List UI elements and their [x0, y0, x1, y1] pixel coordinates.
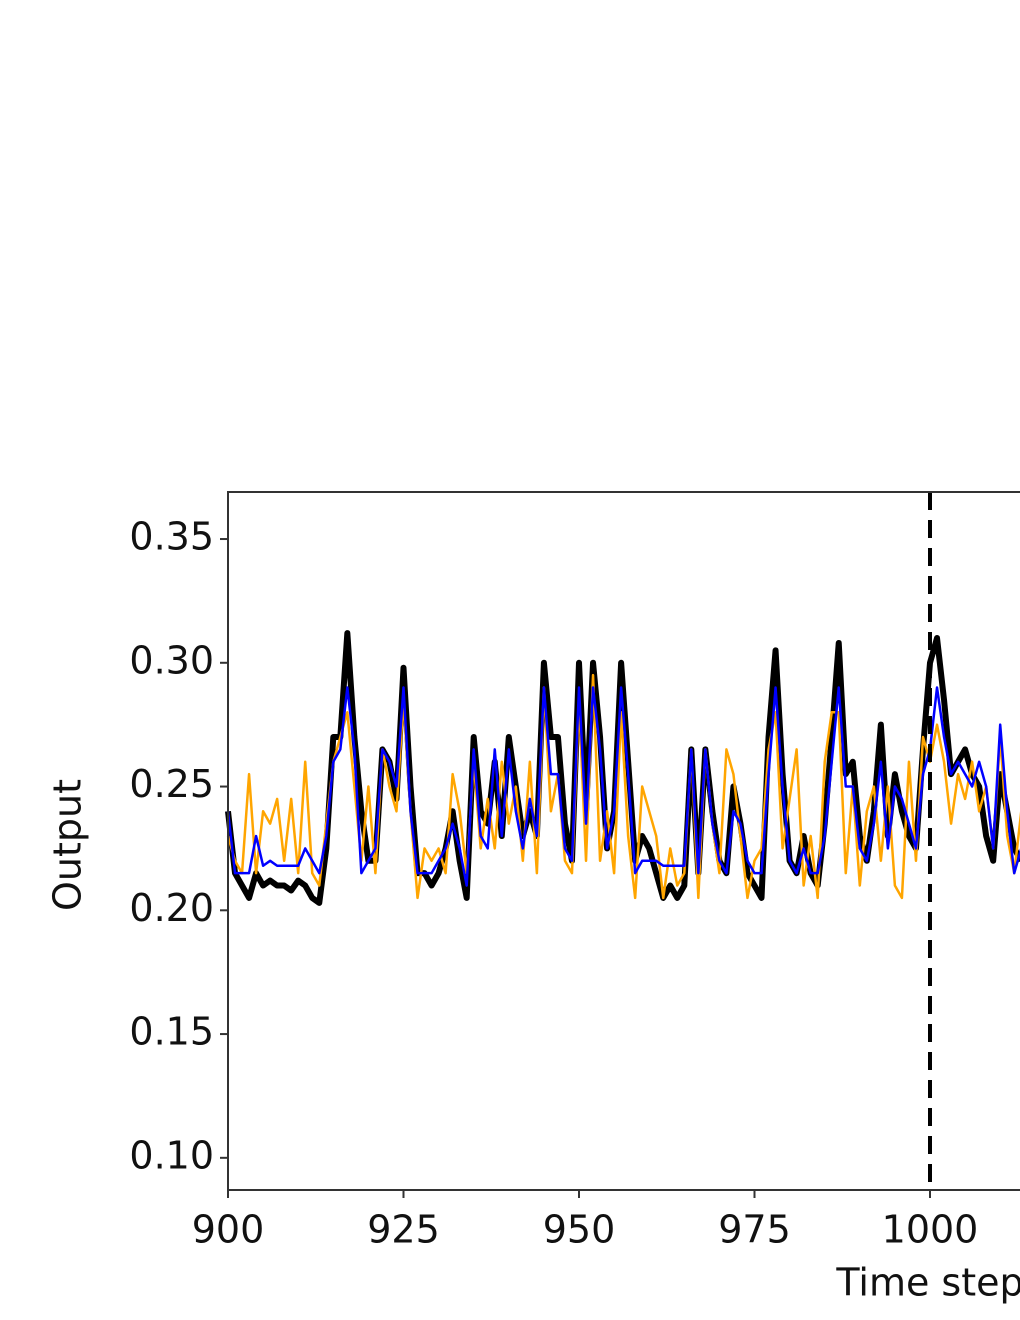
series-line — [226, 686, 1020, 887]
y-tick-label: 0.25 — [129, 762, 214, 806]
y-axis-label: Output — [46, 779, 90, 911]
x-tick-label: 925 — [367, 1208, 440, 1252]
plot-frame — [227, 491, 1020, 1191]
y-tick-label: 0.20 — [129, 886, 214, 930]
x-tick-label: 1000 — [882, 1208, 979, 1252]
x-tick-label: 975 — [718, 1208, 791, 1252]
y-tick-label: 0.10 — [129, 1133, 214, 1177]
x-tick-label: 950 — [543, 1208, 616, 1252]
y-tick-label: 0.15 — [129, 1010, 214, 1054]
y-tick-label: 0.35 — [129, 515, 214, 559]
series-line — [225, 630, 1020, 906]
x-tick-label: 900 — [192, 1208, 265, 1252]
y-tick-label: 0.30 — [129, 638, 214, 682]
x-axis-label: Time step — [835, 1261, 1020, 1305]
